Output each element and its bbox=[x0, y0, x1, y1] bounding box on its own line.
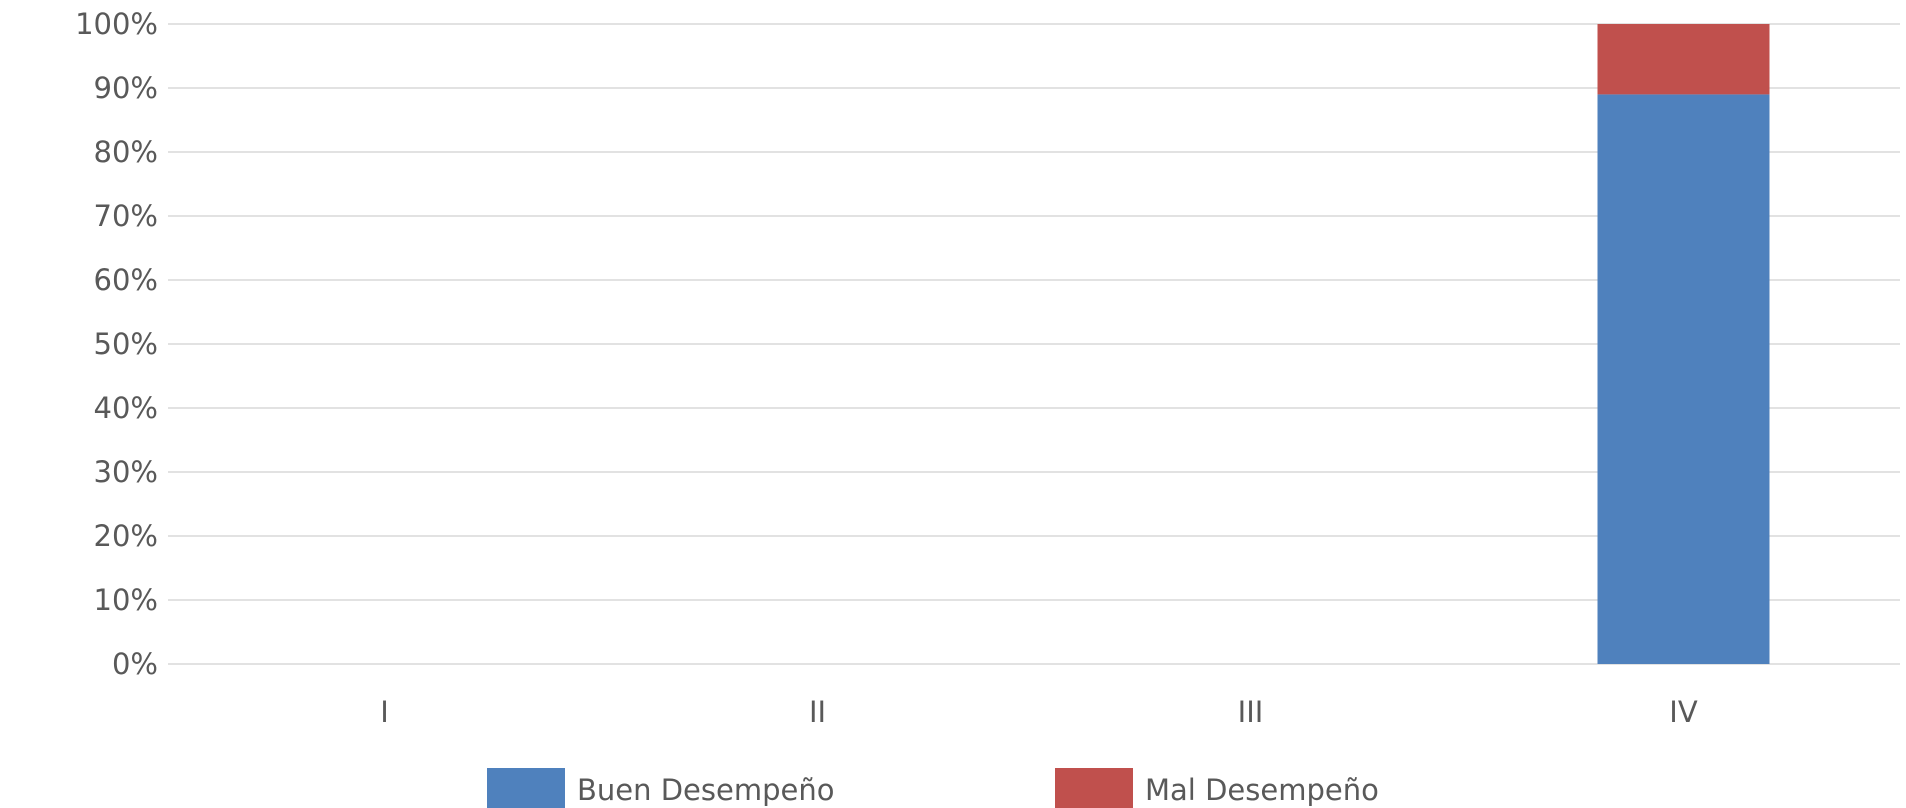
legend: Buen Desempeño Mal Desempeño bbox=[487, 768, 1379, 808]
legend-label: Buen Desempeño bbox=[577, 773, 834, 807]
legend-swatch bbox=[487, 768, 565, 808]
y-tick-label: 20% bbox=[94, 519, 158, 553]
legend-label: Mal Desempeño bbox=[1145, 773, 1379, 807]
x-tick-label: III bbox=[1238, 695, 1264, 729]
y-tick-label: 70% bbox=[94, 199, 158, 233]
y-tick-label: 80% bbox=[94, 135, 158, 169]
bars bbox=[1597, 24, 1770, 664]
x-axis-ticks: I II III IV bbox=[380, 695, 1698, 729]
x-tick-label: IV bbox=[1669, 695, 1698, 729]
y-tick-label: 10% bbox=[94, 583, 158, 617]
x-tick-label: I bbox=[380, 695, 389, 729]
y-tick-label: 0% bbox=[112, 647, 158, 681]
y-tick-label: 50% bbox=[94, 327, 158, 361]
y-axis-ticks: 0% 10% 20% 30% 40% 50% 60% 70% 80% 90% 100% bbox=[75, 7, 158, 681]
y-tick-label: 60% bbox=[94, 263, 158, 297]
y-tick-label: 90% bbox=[94, 71, 158, 105]
y-tick-label: 30% bbox=[94, 455, 158, 489]
x-tick-label: II bbox=[809, 695, 826, 729]
y-tick-label: 40% bbox=[94, 391, 158, 425]
legend-swatch bbox=[1055, 768, 1133, 808]
bar-segment bbox=[1597, 24, 1770, 95]
bar-segment bbox=[1597, 94, 1770, 664]
y-tick-label: 100% bbox=[75, 7, 158, 41]
